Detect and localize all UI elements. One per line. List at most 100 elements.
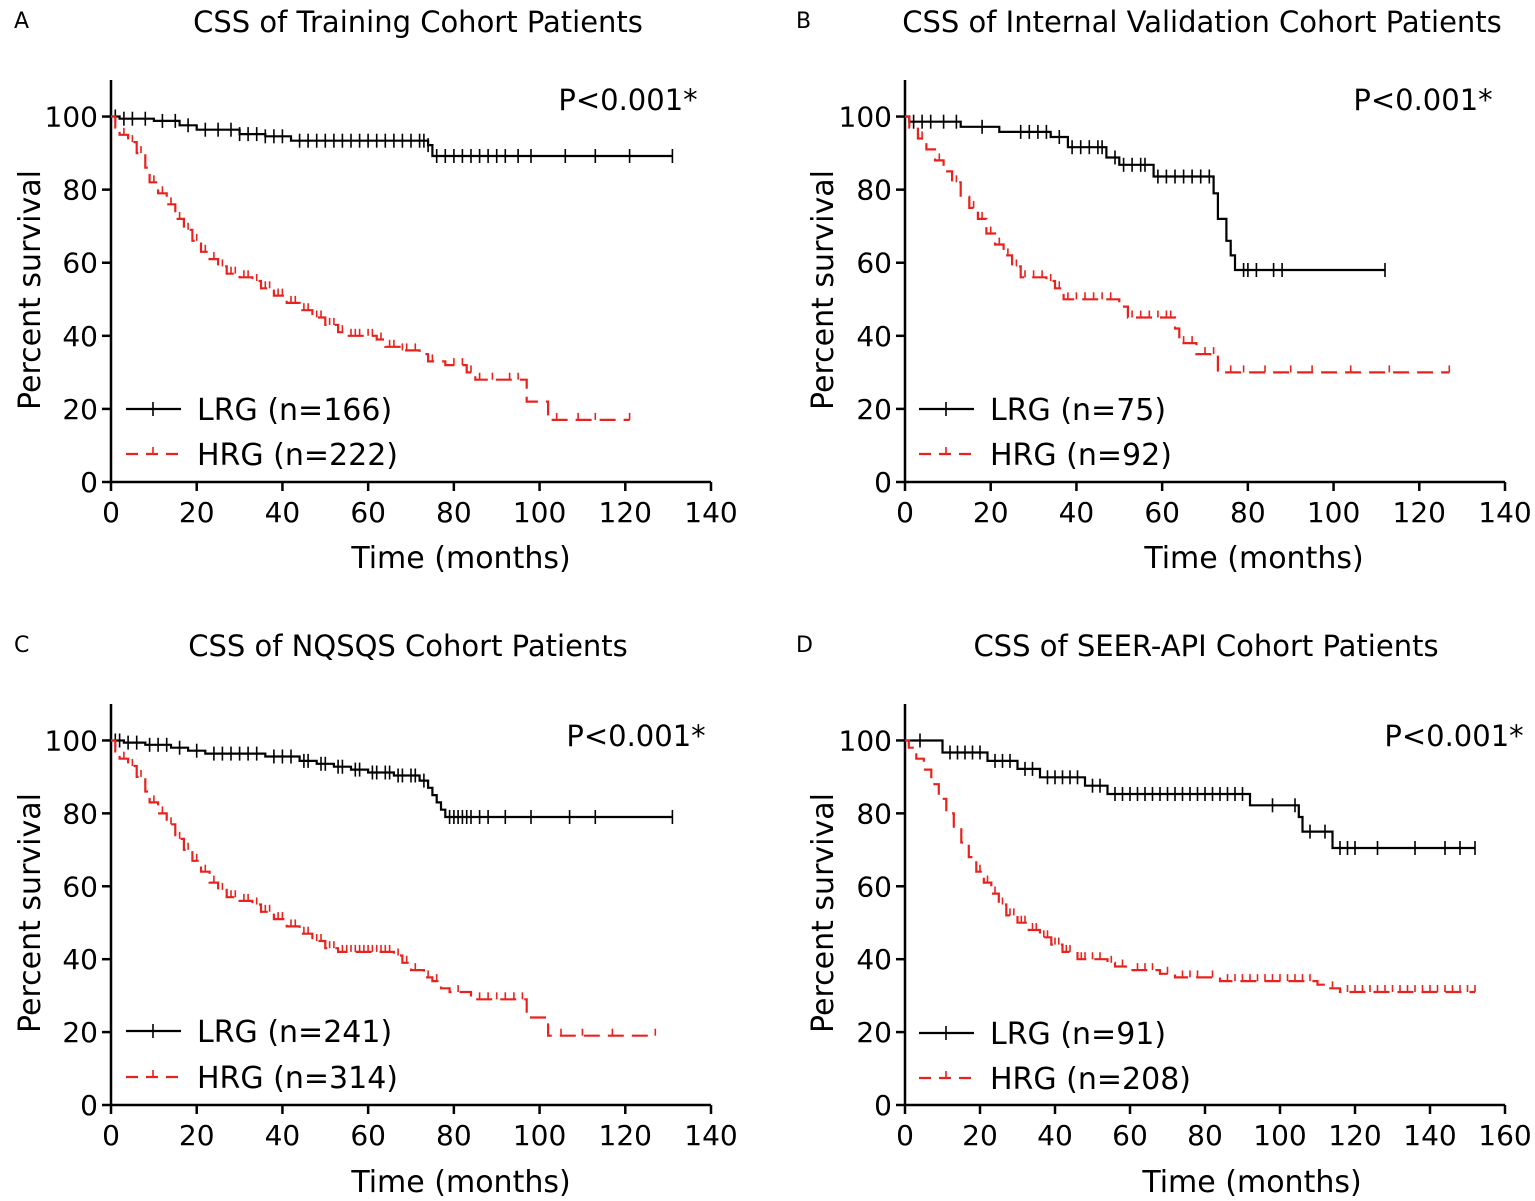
panel-d-legend: LRG (n=91) HRG (n=208) [919,1017,1191,1097]
plot-layer: 0 20 40 60 80 100 120 140 0 20 40 60 80 100 0 20 40 60 80 1… [45,80,1532,1152]
panel-d: D CSS of SEER-API Cohort Patients P<0.00… [796,629,1524,1200]
panel-b-hrg-curve [905,115,1450,374]
panel-a-legend-lrg: LRG (n=166) [197,393,392,428]
panel-b-y-tick-label: 100 [839,101,892,134]
panel-a-y-tick-label: 0 [80,466,98,499]
panel-b-plot: 0 20 40 60 80 100 120 140 0 20 40 60 80 100 [839,80,1532,529]
panel-d-legend-lrg: LRG (n=91) [990,1017,1166,1052]
panel-d-x-tick-label: 40 [1037,1119,1073,1152]
panel-d-title: CSS of SEER-API Cohort Patients [973,629,1438,663]
panel-d-x-tick-label: 80 [1187,1119,1223,1152]
panel-b-x-label: Time (months) [1143,541,1363,576]
panel-b: B CSS of Internal Validation Cohort Pati… [796,5,1502,576]
panel-c-legend-hrg: HRG (n=314) [197,1061,398,1096]
panel-c-x-tick-label: 120 [599,1119,652,1152]
panel-b-x-tick-label: 20 [973,496,1009,529]
panel-d-x-tick-label: 0 [896,1119,914,1152]
panel-d-y-tick-label: 100 [839,724,892,757]
panel-c-y-tick-label: 100 [45,724,98,757]
panel-label-b: B [796,9,811,34]
panel-a: A CSS of Training Cohort Patients P<0.00… [13,5,698,576]
panel-d-hrg-curve [905,739,1475,994]
panel-b-x-tick-label: 140 [1478,496,1531,529]
panel-a-x-label: Time (months) [350,541,570,576]
panel-c-y-tick-label: 80 [62,797,98,830]
panel-d-y-tick-label: 60 [856,870,892,903]
panel-label-c: C [14,633,29,658]
panel-c-y-tick-label: 20 [62,1016,98,1049]
panel-b-y-tick-label: 80 [856,174,892,207]
panel-c-y-tick-label: 40 [62,943,98,976]
panel-c-p-value: P<0.001* [566,719,705,753]
panel-a-lrg-curve [111,115,673,158]
panel-d-y-tick-label: 0 [874,1089,892,1122]
panel-c-x-tick-label: 0 [102,1119,120,1152]
panel-a-x-tick-label: 100 [513,496,566,529]
panel-d-x-tick-label: 160 [1478,1119,1531,1152]
panel-d-plot: 0 20 40 60 80 100 120 140 160 0 20 40 60 80 100 [839,704,1532,1152]
panel-label-a: A [14,9,29,34]
panel-d-x-tick-label: 20 [962,1119,998,1152]
panel-a-y-label: Percent survival [13,170,48,410]
panel-d-y-tick-label: 40 [856,943,892,976]
panel-c-title: CSS of NQSQS Cohort Patients [188,629,628,663]
panel-c-x-tick-label: 100 [513,1119,566,1152]
panel-b-p-value: P<0.001* [1353,83,1492,117]
panel-c-x-tick-label: 40 [265,1119,301,1152]
panel-d-x-label: Time (months) [1141,1165,1361,1200]
panel-a-x-tick-label: 120 [599,496,652,529]
panel-c-plot: 0 20 40 60 80 100 120 140 0 20 40 60 80 100 [45,704,738,1152]
panel-c-x-label: Time (months) [350,1165,570,1200]
panel-d-x-tick-label: 100 [1253,1119,1306,1152]
panel-a-x-tick-label: 40 [265,496,301,529]
panel-c-y-tick-label: 60 [62,870,98,903]
panel-c-y-tick-label: 0 [80,1089,98,1122]
panel-c-legend: LRG (n=241) HRG (n=314) [126,1015,398,1096]
panel-a-y-tick-label: 100 [45,101,98,134]
panel-d-y-tick-label: 20 [856,1016,892,1049]
panel-a-y-tick-label: 20 [62,393,98,426]
panel-c-legend-lrg: LRG (n=241) [197,1015,392,1050]
panel-a-legend: LRG (n=166) HRG (n=222) [126,393,398,473]
panel-c-hrg-curve [111,739,656,1037]
panel-d-x-tick-label: 140 [1403,1119,1456,1152]
panel-a-x-tick-label: 0 [102,496,120,529]
panel-b-x-tick-label: 100 [1307,496,1360,529]
panel-a-y-tick-label: 60 [62,247,98,280]
panel-b-x-tick-label: 120 [1393,496,1446,529]
panel-a-x-tick-label: 60 [350,496,386,529]
panel-b-y-tick-label: 20 [856,393,892,426]
panel-a-title: CSS of Training Cohort Patients [193,5,643,39]
panel-b-y-tick-label: 60 [856,247,892,280]
panel-d-legend-hrg: HRG (n=208) [990,1062,1191,1097]
panel-b-legend-lrg: LRG (n=75) [990,393,1166,428]
panel-a-y-tick-label: 80 [62,174,98,207]
panel-a-plot: 0 20 40 60 80 100 120 140 0 20 40 60 80 100 [45,80,738,529]
panel-a-hrg-curve [111,115,630,421]
panel-b-y-tick-label: 40 [856,320,892,353]
panel-b-x-tick-label: 40 [1059,496,1095,529]
panel-b-legend: LRG (n=75) HRG (n=92) [919,393,1172,473]
panel-a-legend-hrg: HRG (n=222) [197,438,398,473]
panel-d-x-tick-label: 60 [1112,1119,1148,1152]
panel-label-d: D [796,633,813,658]
panel-c-x-tick-label: 60 [350,1119,386,1152]
panel-c-y-label: Percent survival [13,793,48,1033]
panel-b-x-tick-label: 80 [1230,496,1266,529]
panel-a-x-tick-label: 80 [436,496,472,529]
panel-b-y-label: Percent survival [806,170,841,410]
panel-b-lrg-curve [905,115,1385,272]
panel-a-y-tick-label: 40 [62,320,98,353]
panel-b-y-tick-label: 0 [874,466,892,499]
panel-c-x-tick-label: 80 [436,1119,472,1152]
panel-a-x-tick-label: 140 [684,496,737,529]
panel-b-x-tick-label: 60 [1144,496,1180,529]
panel-d-y-tick-label: 80 [856,797,892,830]
panel-c-x-tick-label: 140 [684,1119,737,1152]
panel-d-lrg-curve [905,739,1475,850]
panel-b-x-tick-label: 0 [896,496,914,529]
panel-a-p-value: P<0.001* [558,83,697,117]
panel-b-legend-hrg: HRG (n=92) [990,438,1172,473]
panel-b-title: CSS of Internal Validation Cohort Patien… [902,5,1502,39]
